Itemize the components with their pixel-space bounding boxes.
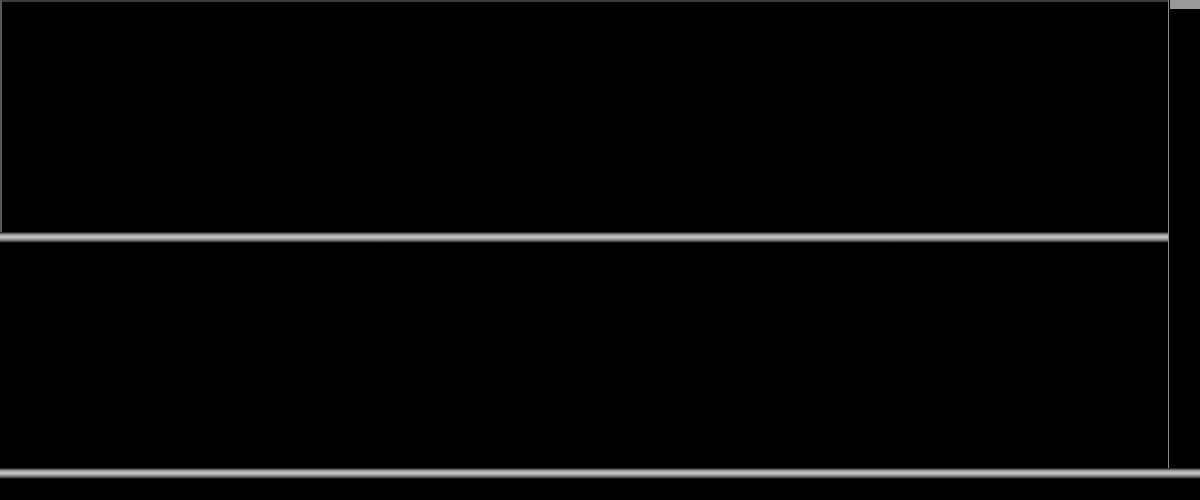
- pane-separator-1[interactable]: [0, 232, 1200, 243]
- pane-separator-2[interactable]: [0, 468, 1200, 479]
- stochastic-canvas[interactable]: [0, 250, 1200, 468]
- chart-top-frame: [0, 0, 1200, 2]
- price-chart-pane[interactable]: [0, 0, 1200, 232]
- price-cursor-readout: [1170, 0, 1200, 9]
- cci-pane[interactable]: [0, 482, 1200, 500]
- chart-left-edge: [0, 0, 2, 232]
- cci-canvas[interactable]: [0, 482, 1200, 500]
- price-scale-axis[interactable]: [1168, 0, 1200, 468]
- stochastic-pane[interactable]: [0, 250, 1200, 468]
- price-chart-canvas[interactable]: [0, 0, 1200, 232]
